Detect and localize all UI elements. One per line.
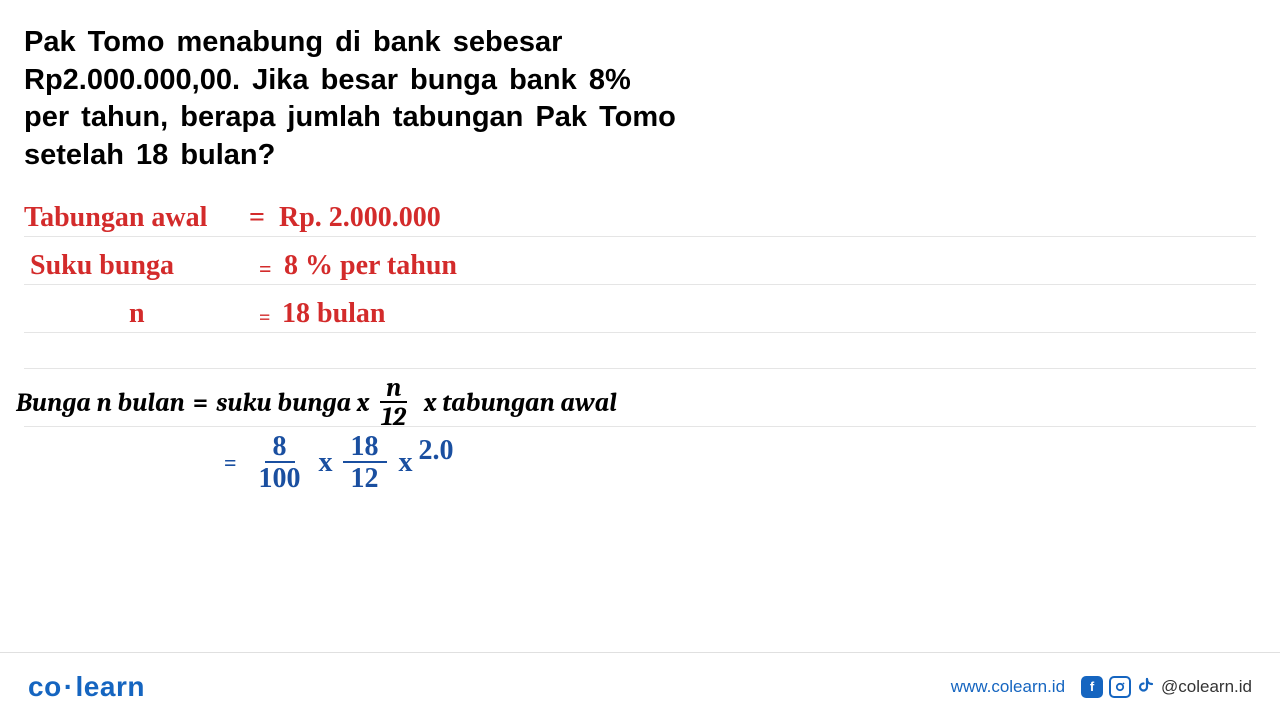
facebook-icon[interactable]: f [1081, 676, 1103, 698]
rule-line: n = 18 bulan [24, 285, 1256, 333]
logo-learn: learn [76, 671, 145, 702]
rule-line [24, 333, 1256, 369]
given-value-1: Rp. 2.000.000 [279, 202, 441, 234]
content-area: Pak Tomo menabung di bank sebesar Rp2.00… [0, 0, 1280, 495]
calc-tail: 2.0 [419, 435, 454, 467]
given-label-3: n [129, 298, 145, 330]
calc-f1-den: 100 [251, 463, 309, 493]
brand-logo: co·learn [28, 671, 145, 703]
given-label-1: Tabungan awal [24, 202, 207, 234]
calc-f2-num: 18 [343, 433, 387, 463]
logo-dot: · [64, 671, 74, 702]
ruled-notebook-area: Tabungan awal = Rp. 2.000.000 Suku bunga… [24, 189, 1256, 495]
rule-line: Tabungan awal = Rp. 2.000.000 [24, 189, 1256, 237]
calc-equals: = [224, 450, 237, 476]
calc-times-2: x [399, 447, 413, 479]
given-label-2: Suku bunga [30, 250, 174, 282]
calculation-line: = 8 100 x 18 12 x 2.0 [224, 433, 454, 493]
calc-f1-num: 8 [265, 433, 295, 463]
rule-line: Bunga n bulan = suku bunga x n 12 x tabu… [24, 369, 1256, 427]
question-text: Pak Tomo menabung di bank sebesar Rp2.00… [24, 24, 684, 175]
calc-times-1: x [319, 447, 333, 479]
equals-2: = [259, 256, 272, 282]
calc-frac-1: 8 100 [251, 433, 309, 493]
tiktok-icon[interactable] [1137, 676, 1155, 698]
formula-rhs-pre: suku bunga x [216, 388, 369, 418]
tiktok-glyph [1137, 677, 1155, 697]
formula-frac-num: n [380, 375, 407, 403]
formula-lhs: Bunga n bulan [16, 388, 185, 418]
rule-line: = 8 100 x 18 12 x 2.0 [24, 427, 1256, 495]
formula-text: Bunga n bulan = suku bunga x n 12 x tabu… [16, 375, 617, 432]
formula-fraction: n 12 [375, 375, 412, 432]
footer-bar: co·learn www.colearn.id f @colearn.id [0, 652, 1280, 720]
instagram-glyph [1114, 681, 1126, 693]
given-value-3: 18 bulan [282, 298, 386, 330]
logo-co: co [28, 671, 62, 702]
equals-3: = [259, 307, 270, 330]
formula-equals: = [193, 388, 208, 418]
footer-right: www.colearn.id f @colearn.id [951, 676, 1252, 698]
given-value-2: 8 % per tahun [284, 250, 457, 282]
calc-frac-2: 18 12 [343, 433, 387, 493]
rule-line: Suku bunga = 8 % per tahun [24, 237, 1256, 285]
social-icons-group: f @colearn.id [1081, 676, 1252, 698]
calc-f2-den: 12 [343, 463, 387, 493]
website-link[interactable]: www.colearn.id [951, 677, 1065, 697]
social-handle: @colearn.id [1161, 677, 1252, 697]
equals-1: = [249, 202, 265, 234]
instagram-icon[interactable] [1109, 676, 1131, 698]
formula-rhs-post: x tabungan awal [424, 388, 617, 418]
